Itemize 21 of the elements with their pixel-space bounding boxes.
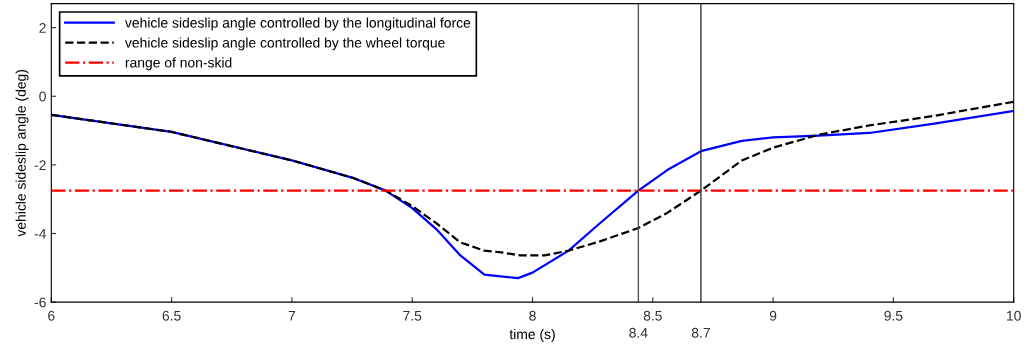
y-axis-title: vehicle sideslip angle (deg) <box>15 69 29 237</box>
x-tick-label: 9.5 <box>884 310 903 321</box>
y-tick-label: -2 <box>34 160 46 170</box>
x-tick-label: 6 <box>48 310 55 321</box>
x-tick-label: 8.5 <box>643 310 662 321</box>
legend-label: range of non-skid <box>125 57 232 71</box>
y-tick-label: 0 <box>39 91 46 102</box>
legend-label: vehicle sideslip angle controlled by the longitudinal force <box>124 17 471 31</box>
x-tick-label: 9 <box>769 310 777 321</box>
x-tick-label: 7 <box>288 310 296 321</box>
y-tick-label: 2 <box>39 22 46 33</box>
x-tick-label: 8 <box>529 310 536 321</box>
y-tick-label: -4 <box>34 228 47 239</box>
legend-label: vehicle sideslip angle controlled by the wheel torque <box>124 37 445 51</box>
x-axis-title: time (s) <box>509 328 555 342</box>
x-tick-label: 10 <box>1007 310 1021 321</box>
ref-line-label: 8.4 <box>629 327 648 338</box>
y-tick-label: -6 <box>34 297 46 308</box>
x-tick-label: 7.5 <box>403 310 422 321</box>
x-tick-label: 6.5 <box>162 310 181 321</box>
ref-line-label: 8.7 <box>691 327 710 338</box>
